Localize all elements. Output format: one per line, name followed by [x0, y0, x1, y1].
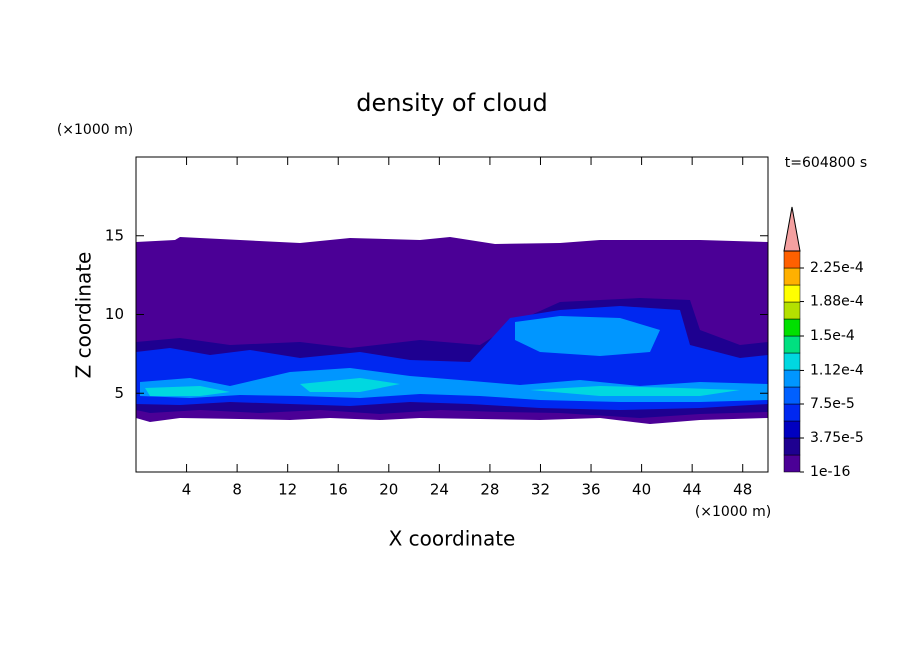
colorbar-tick-label: 1.12e-4 — [810, 362, 864, 378]
cloud-core — [145, 378, 740, 396]
y-tick-label: 5 — [114, 384, 124, 402]
time-label: t=604800 s — [785, 155, 867, 171]
x-tick-label: 36 — [581, 481, 600, 499]
x-unit: (×1000 m) — [695, 504, 771, 520]
x-tick-label: 44 — [683, 481, 702, 499]
colorbar-tick-label: 7.5e-5 — [810, 396, 855, 412]
colorbar-tick-label: 2.25e-4 — [810, 260, 864, 276]
x-tick-label: 8 — [232, 481, 242, 499]
colorbar-tick-label: 1.88e-4 — [810, 294, 864, 310]
cloud-band — [515, 316, 660, 356]
y-unit: (×1000 m) — [57, 122, 133, 138]
contour-field — [136, 237, 768, 424]
colorbar-tick-label: 1.5e-4 — [810, 328, 855, 344]
chart-title: density of cloud — [356, 89, 547, 117]
y-tick-label: 10 — [105, 305, 124, 323]
colorbar-tick-label: 1e-16 — [810, 464, 850, 480]
x-tick-label: 40 — [632, 481, 651, 499]
colorbar-band — [783, 369, 801, 388]
colorbar-extend — [783, 206, 801, 252]
x-axis-label: X coordinate — [389, 527, 516, 551]
colorbar-band — [783, 284, 801, 303]
x-tick-label: 48 — [733, 481, 752, 499]
x-tick-label: 12 — [278, 481, 297, 499]
colorbar-band — [783, 335, 801, 354]
colorbar-band — [783, 267, 801, 286]
colorbar-tick-label: 3.75e-5 — [810, 430, 864, 446]
x-tick-label: 28 — [480, 481, 499, 499]
colorbar-band — [783, 403, 801, 422]
y-tick-label: 15 — [105, 226, 124, 244]
colorbar-band — [783, 437, 801, 456]
colorbar-band — [783, 386, 801, 405]
colorbar-band — [783, 250, 801, 269]
colorbar-band — [783, 301, 801, 320]
x-tick-label: 20 — [379, 481, 398, 499]
x-tick-label: 24 — [430, 481, 449, 499]
x-tick-label: 4 — [182, 481, 192, 499]
y-axis-label: Z coordinate — [72, 252, 96, 379]
colorbar-band — [783, 454, 801, 473]
colorbar-band — [783, 420, 801, 439]
colorbar-band — [783, 352, 801, 371]
colorbar-band — [783, 318, 801, 337]
x-tick-label: 32 — [531, 481, 550, 499]
x-tick-label: 16 — [329, 481, 348, 499]
